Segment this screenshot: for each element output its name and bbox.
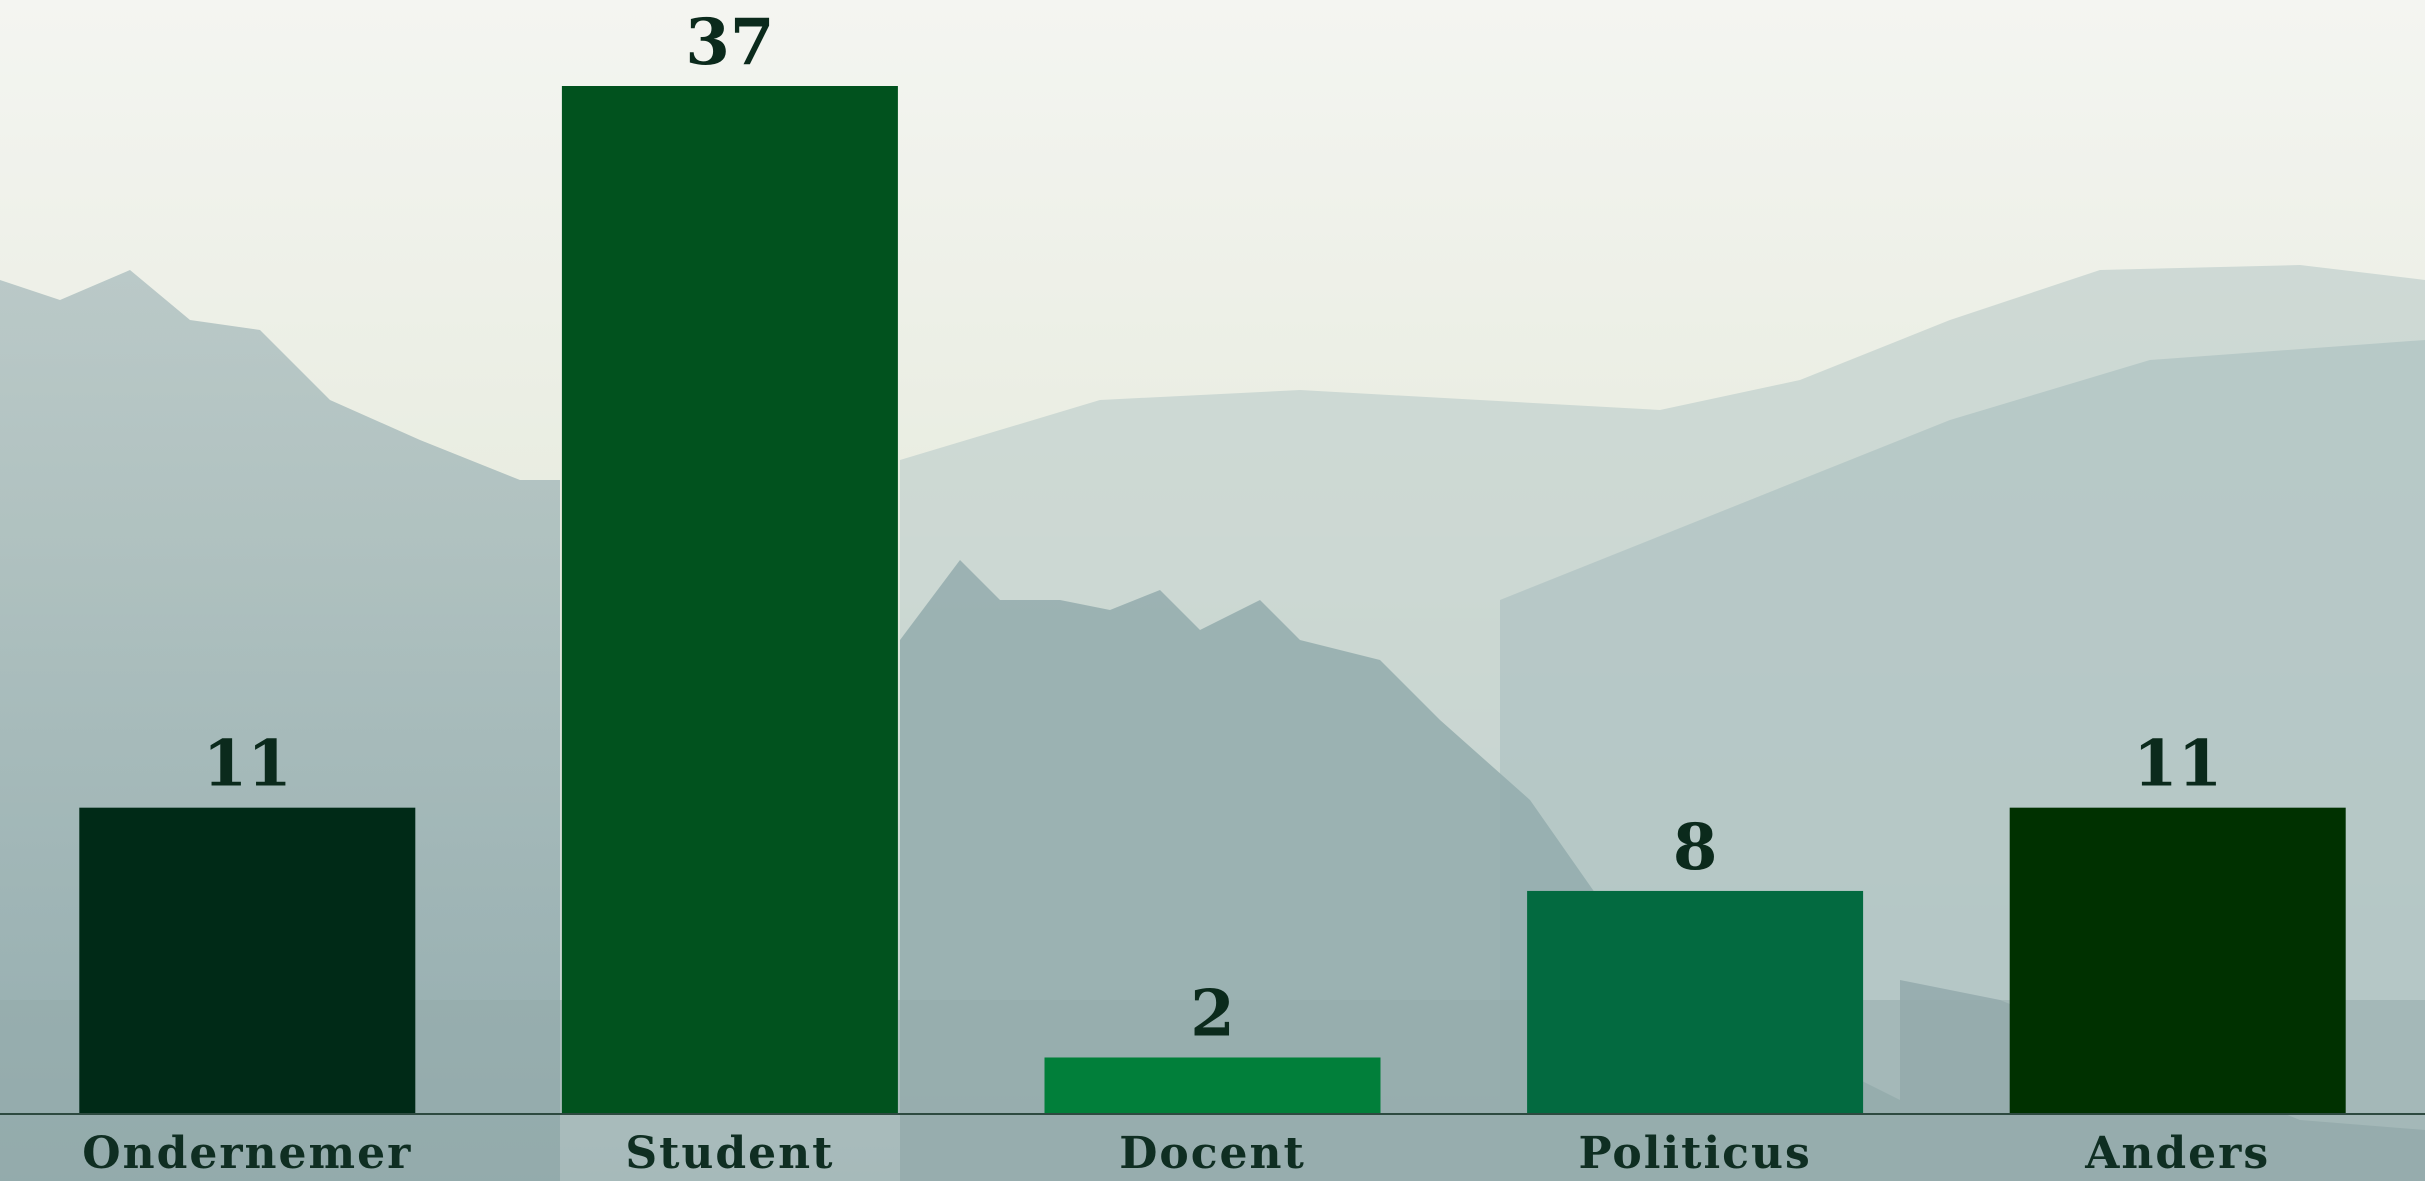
- value-label: 11: [2133, 727, 2222, 802]
- category-label: Student: [625, 1128, 834, 1179]
- bar: [1527, 890, 1864, 1113]
- bar: [2009, 807, 2346, 1113]
- value-label: 37: [685, 5, 774, 80]
- category-label: Anders: [2084, 1128, 2270, 1179]
- category-label: Politicus: [1578, 1128, 1811, 1179]
- bar: [561, 86, 898, 1113]
- bar: [1044, 1057, 1381, 1113]
- bar: [79, 807, 416, 1113]
- category-label: Docent: [1119, 1128, 1306, 1179]
- value-label: 8: [1673, 810, 1718, 885]
- value-label: 2: [1190, 976, 1235, 1051]
- category-label: Ondernemer: [82, 1128, 412, 1179]
- value-label: 11: [203, 727, 292, 802]
